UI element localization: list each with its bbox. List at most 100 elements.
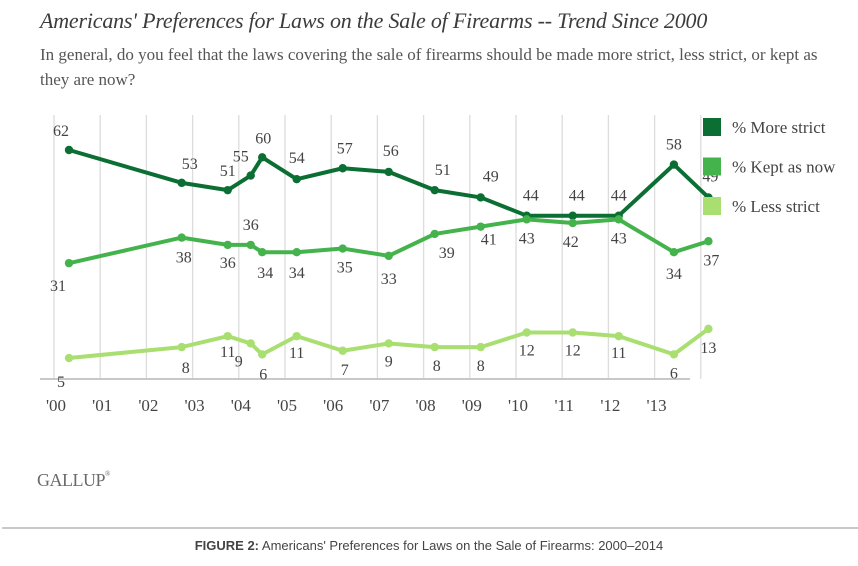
x-tick-label: '11 bbox=[554, 396, 573, 415]
figure-caption-text: Americans' Preferences for Laws on the S… bbox=[259, 538, 664, 553]
data-point bbox=[522, 215, 531, 224]
data-point bbox=[177, 178, 186, 188]
x-tick-label: '09 bbox=[462, 396, 482, 415]
data-point bbox=[292, 331, 301, 341]
x-tick-label: '05 bbox=[277, 396, 297, 415]
data-label: 34 bbox=[289, 265, 305, 282]
data-point bbox=[292, 175, 301, 184]
legend-label: % More strict bbox=[732, 118, 826, 137]
data-point bbox=[246, 240, 255, 250]
data-label: 34 bbox=[257, 265, 273, 282]
data-point bbox=[223, 240, 232, 250]
data-label: 7 bbox=[341, 362, 349, 379]
data-label: 11 bbox=[220, 344, 235, 361]
data-point bbox=[384, 251, 393, 261]
data-label: 6 bbox=[259, 366, 267, 383]
data-point bbox=[614, 331, 623, 341]
data-label: 53 bbox=[182, 156, 198, 173]
chart-subtitle: In general, do you feel that the laws co… bbox=[40, 45, 818, 89]
data-point bbox=[669, 350, 679, 359]
data-label: 35 bbox=[337, 260, 353, 277]
data-label: 8 bbox=[477, 358, 485, 375]
data-point bbox=[223, 331, 232, 341]
x-tick-label: '12 bbox=[600, 396, 620, 415]
data-label: 31 bbox=[50, 278, 66, 295]
data-point bbox=[64, 145, 74, 155]
data-label: 60 bbox=[255, 130, 271, 147]
x-tick-label: '03 bbox=[185, 396, 205, 415]
data-point bbox=[384, 167, 393, 177]
data-point bbox=[704, 237, 713, 246]
x-tick-label: '00 bbox=[46, 396, 66, 415]
x-tick-label: '08 bbox=[416, 396, 436, 415]
data-label: 39 bbox=[439, 245, 455, 262]
data-label: 5 bbox=[57, 374, 65, 391]
data-point bbox=[430, 229, 439, 239]
data-label: 13 bbox=[700, 340, 716, 357]
data-label: 44 bbox=[569, 188, 585, 205]
data-label: 44 bbox=[523, 188, 539, 205]
data-label: 42 bbox=[563, 234, 579, 251]
data-label: 56 bbox=[383, 143, 399, 160]
data-point bbox=[568, 218, 577, 228]
legend-label: % Kept as now bbox=[732, 158, 836, 177]
legend-swatch bbox=[703, 118, 721, 136]
data-label: 44 bbox=[611, 188, 627, 205]
data-point bbox=[522, 328, 531, 337]
data-label: 43 bbox=[611, 230, 627, 247]
x-tick-label: '13 bbox=[647, 396, 667, 415]
data-point bbox=[338, 346, 347, 355]
data-label: 57 bbox=[337, 140, 353, 157]
x-axis-tick-labels: '00 '01 '02 '03 '04 '05 '06 '07 '08 '09 '10 '11 '12 '… bbox=[46, 396, 667, 415]
data-point bbox=[258, 350, 267, 359]
data-label: 12 bbox=[519, 343, 535, 360]
data-label: 36 bbox=[220, 255, 236, 272]
legend-swatch bbox=[703, 197, 721, 215]
data-label: 8 bbox=[182, 360, 190, 377]
x-tick-label: '01 bbox=[92, 396, 112, 415]
data-point bbox=[64, 258, 74, 268]
data-label: 54 bbox=[289, 150, 305, 167]
data-label: 49 bbox=[483, 168, 499, 185]
data-point bbox=[64, 353, 74, 363]
data-point bbox=[177, 233, 186, 242]
gallup-logo-text: GALLUP bbox=[37, 470, 106, 490]
data-label: 36 bbox=[243, 217, 259, 234]
data-label: 12 bbox=[565, 343, 581, 360]
data-point bbox=[338, 164, 347, 173]
data-label: 51 bbox=[435, 162, 451, 179]
data-label: 8 bbox=[433, 358, 441, 375]
data-label: 33 bbox=[381, 271, 397, 288]
x-tick-label: '07 bbox=[369, 396, 390, 415]
data-point bbox=[384, 339, 393, 348]
data-label: 38 bbox=[176, 250, 192, 267]
data-label: 6 bbox=[670, 365, 678, 382]
data-label: 55 bbox=[233, 149, 249, 166]
data-label: 37 bbox=[703, 252, 719, 269]
legend: % More strict % Kept as now % Less strict bbox=[703, 118, 836, 216]
figure-number: FIGURE 2: bbox=[194, 538, 260, 553]
series-lines bbox=[64, 145, 713, 363]
data-point bbox=[669, 160, 679, 169]
data-label: 9 bbox=[385, 353, 393, 370]
data-point bbox=[704, 324, 713, 334]
data-label: 41 bbox=[481, 232, 497, 249]
x-tick-label: '10 bbox=[508, 396, 528, 415]
line-chart: '00 '01 '02 '03 '04 '05 '06 '07 '08 '09 '10 '11 '12 '… bbox=[40, 115, 836, 415]
data-label: 58 bbox=[666, 137, 682, 154]
data-point bbox=[476, 222, 485, 231]
data-point bbox=[177, 342, 186, 352]
chart-title: Americans' Preferences for Laws on the S… bbox=[40, 8, 708, 33]
caption-divider bbox=[2, 527, 858, 529]
data-point bbox=[669, 248, 679, 257]
x-tick-label: '06 bbox=[323, 396, 343, 415]
data-label: 9 bbox=[235, 353, 243, 370]
data-label: 11 bbox=[289, 345, 304, 362]
data-point bbox=[223, 185, 232, 195]
legend-label: % Less strict bbox=[732, 197, 820, 216]
data-point bbox=[568, 211, 577, 220]
data-point bbox=[338, 244, 347, 253]
data-point bbox=[568, 328, 577, 337]
data-point bbox=[476, 193, 485, 202]
